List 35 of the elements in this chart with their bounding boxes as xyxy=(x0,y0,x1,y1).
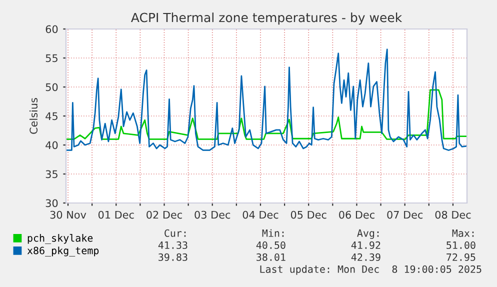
chart-title: ACPI Thermal zone temperatures - by week xyxy=(131,12,402,25)
y-tick-label: 40 xyxy=(46,141,58,150)
y-axis-title: Celsius xyxy=(29,98,38,134)
y-tick-label: 55 xyxy=(46,54,58,62)
y-tick-label: 45 xyxy=(46,112,58,120)
text: Avg: xyxy=(357,229,379,239)
y-tick-label: 60 xyxy=(46,25,58,34)
x-tick-label: 08 Dec xyxy=(435,210,471,219)
legend-label: pch_skylake xyxy=(28,234,93,244)
text: Cur: xyxy=(164,229,186,237)
text: 51.00 xyxy=(446,241,476,249)
x-tick-label: 05 Dec xyxy=(290,210,326,219)
text: Min: xyxy=(262,229,284,237)
x-tick-label: 02 Dec xyxy=(146,210,182,219)
text: 38.01 xyxy=(256,253,286,261)
y-tick-label: 30 xyxy=(46,199,58,208)
text: 39.83 xyxy=(158,253,188,261)
text: Max: xyxy=(452,229,474,237)
text: 41.33 xyxy=(158,241,188,249)
x-tick-label: 30 Nov xyxy=(50,210,86,219)
text: 72.95 xyxy=(446,253,476,261)
x-tick-label: 01 Dec xyxy=(98,210,134,219)
text: 40.50 xyxy=(256,241,286,249)
legend-label: x86_pkg_temp xyxy=(27,246,99,257)
text: Last update: Mon Dec 8 19:00:05 2025 xyxy=(260,265,482,275)
text: 42.39 xyxy=(351,253,380,261)
line-series xyxy=(66,89,467,140)
x-tick-label: 06 Dec xyxy=(339,210,374,219)
text: 41.92 xyxy=(351,241,380,249)
y-tick-label: 50 xyxy=(46,83,58,92)
line-series xyxy=(66,48,467,151)
x-tick-label: 04 Dec xyxy=(242,210,278,219)
y-tick-label: 35 xyxy=(46,170,58,178)
x-tick-label: 03 Dec xyxy=(194,210,230,219)
x-tick-label: 07 Dec xyxy=(387,210,423,219)
